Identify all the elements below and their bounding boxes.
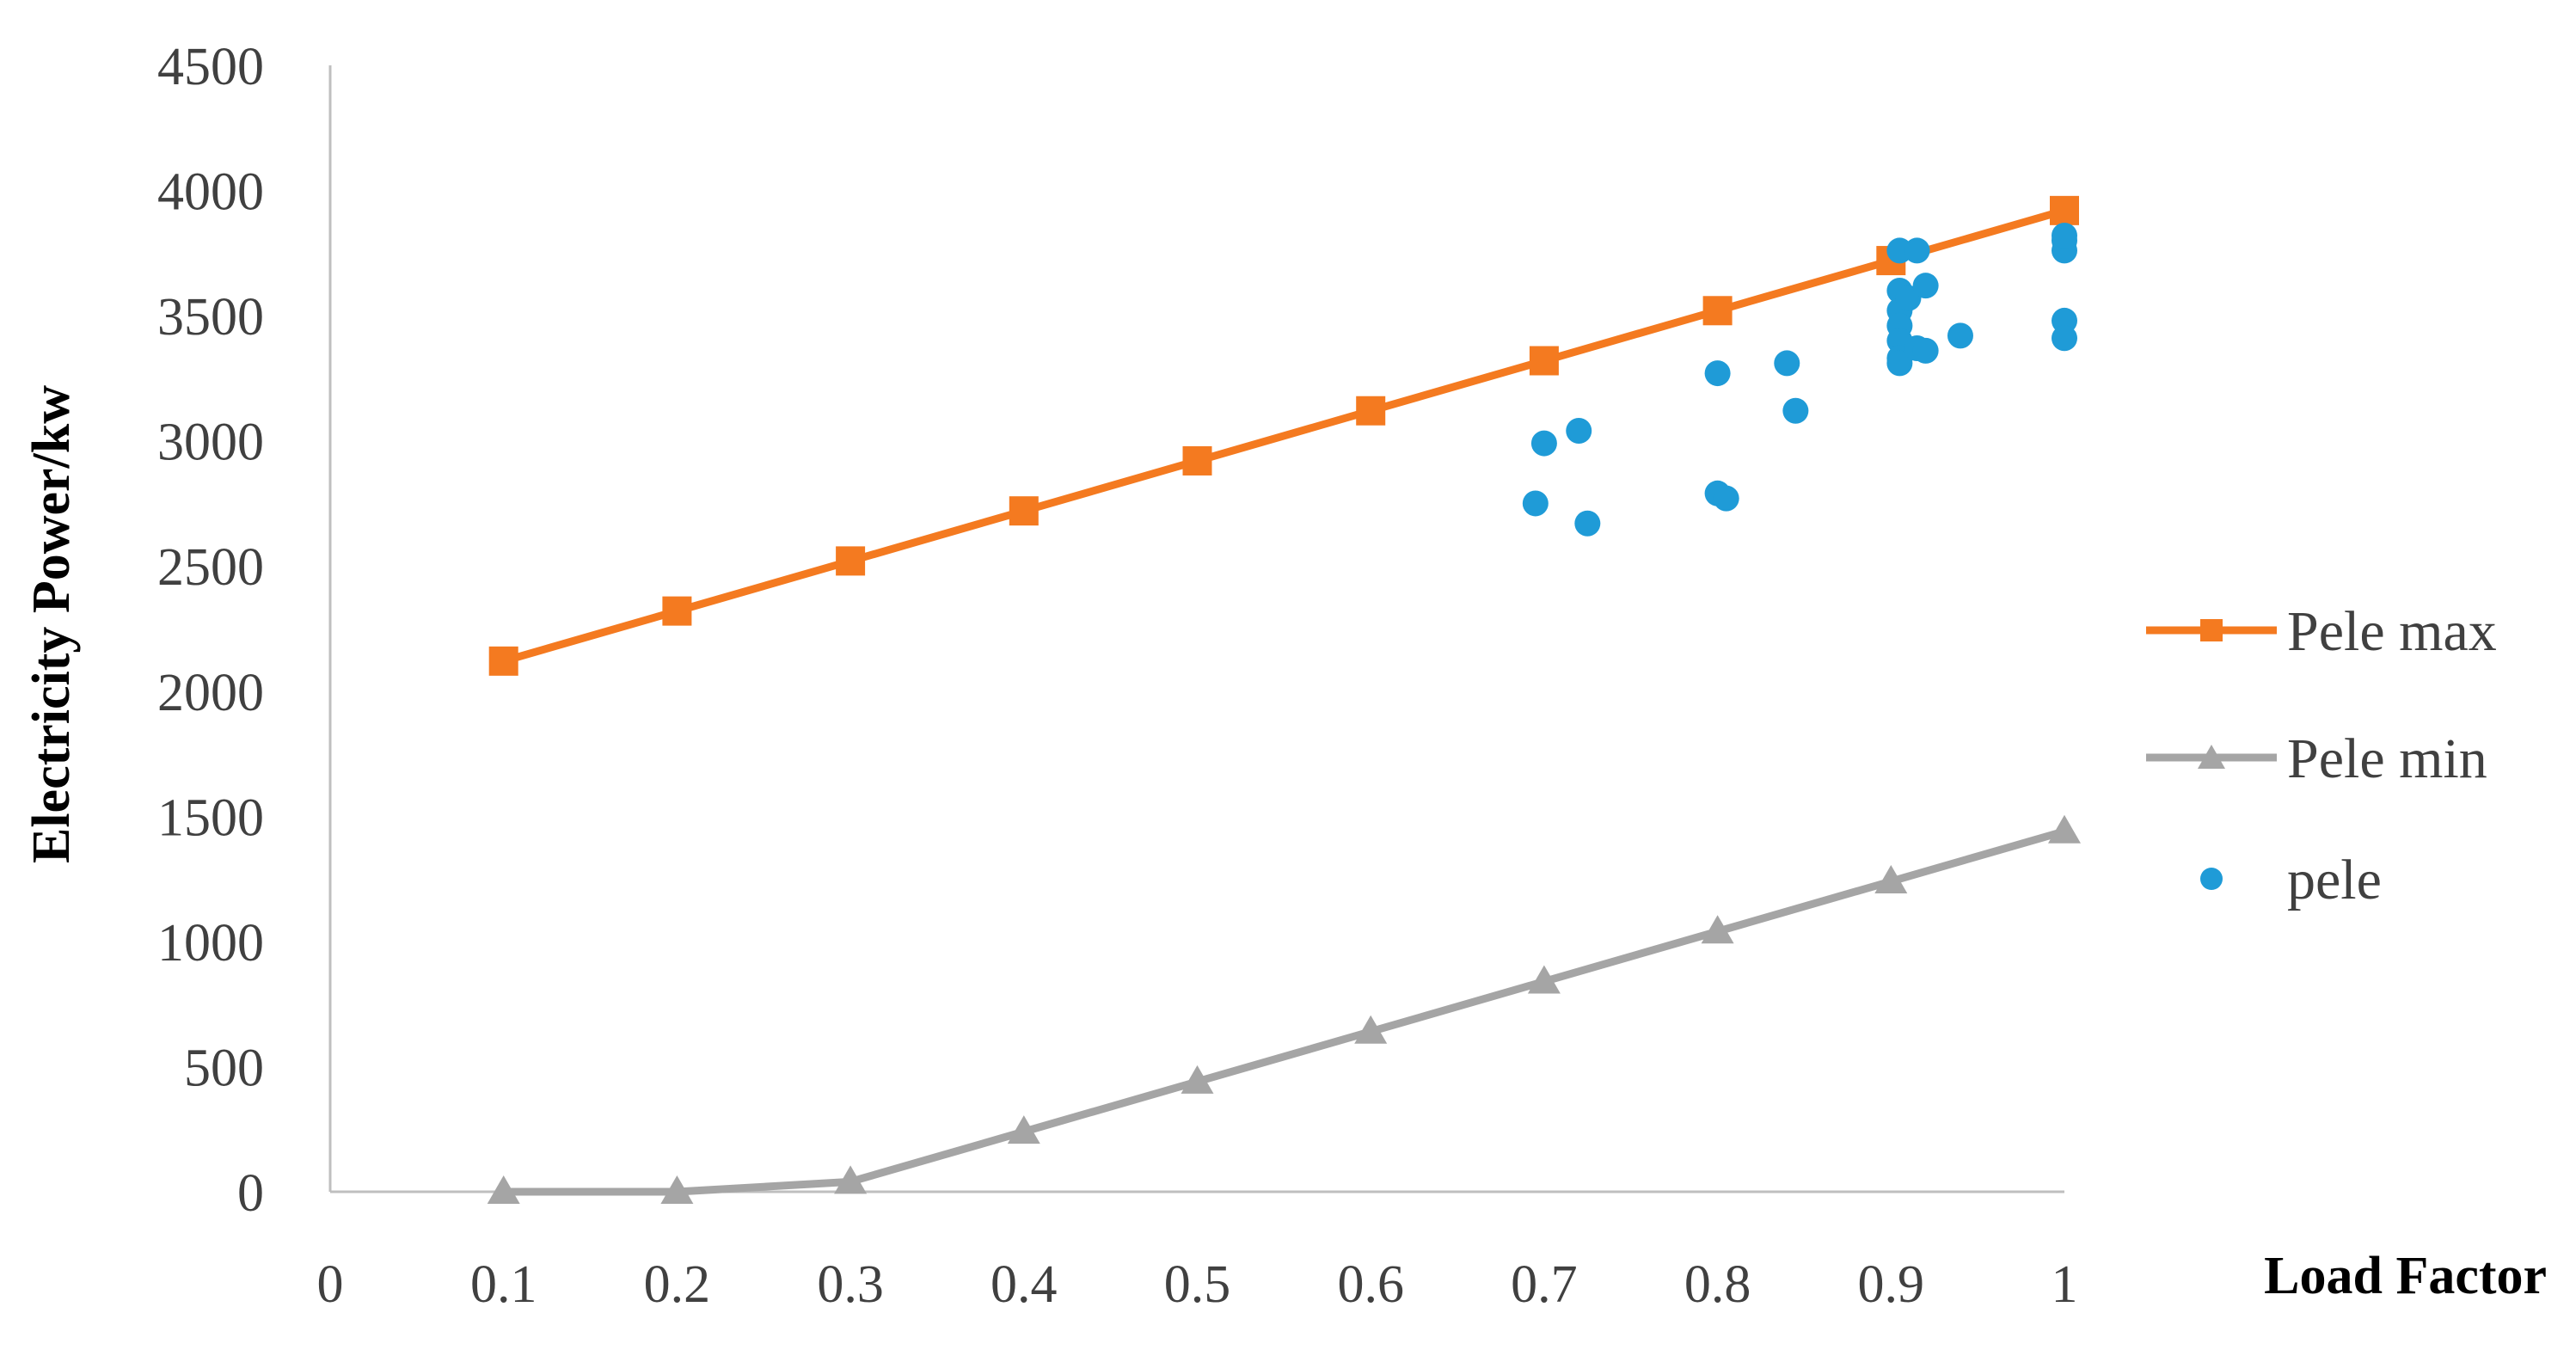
- data-point-pele-max: [1009, 496, 1039, 526]
- series-pele-min: [487, 814, 2081, 1204]
- data-point-pele-max: [662, 596, 692, 626]
- data-point-pele-max: [2050, 195, 2079, 225]
- legend-marker-pele: [2200, 868, 2223, 890]
- legend: Pele max Pele min pele: [2146, 600, 2497, 911]
- data-point-pele-min: [1354, 1015, 1388, 1044]
- legend-item-pele-max: Pele max: [2146, 600, 2497, 663]
- data-point-pele-min: [2048, 814, 2081, 844]
- legend-marker-pele-min: [2198, 745, 2225, 769]
- y-axis-title: Electricity Power/kw: [22, 385, 81, 863]
- y-tick-label: 0: [237, 1164, 264, 1223]
- y-tick-label: 500: [184, 1039, 264, 1097]
- x-tick-label: 0.6: [1337, 1255, 1404, 1314]
- x-tick-label: 0.1: [470, 1255, 537, 1314]
- y-tick-label: 2500: [157, 538, 264, 597]
- plot-area: [487, 195, 2081, 1204]
- x-tick-label: 1: [2052, 1255, 2078, 1314]
- x-tick-label: 0.3: [817, 1255, 884, 1314]
- y-tick-labels: 0 500 1000 1500 2000 2500 3000 3500 4000 4500: [157, 38, 264, 1223]
- data-point-pele-max: [1529, 346, 1559, 376]
- y-tick-label: 3500: [157, 288, 264, 347]
- data-point-pele: [1530, 430, 1557, 457]
- data-point-pele-min: [1181, 1065, 1214, 1094]
- data-point-pele-min: [1007, 1115, 1040, 1144]
- x-tick-labels: 0 0.1 0.2 0.3 0.4 0.5 0.6 0.7 0.8 0.9 1: [317, 1255, 2078, 1314]
- data-point-pele: [1522, 490, 1549, 517]
- series-pele-max: [488, 195, 2079, 676]
- data-point-pele-min: [834, 1165, 868, 1194]
- legend-marker-pele-max: [2200, 619, 2223, 641]
- x-tick-label: 0.7: [1511, 1255, 1578, 1314]
- data-point-pele: [1574, 510, 1601, 537]
- legend-item-pele-min: Pele min: [2146, 727, 2487, 790]
- data-point-pele-max: [1356, 396, 1386, 426]
- series-line-pele-min: [503, 827, 2066, 1196]
- series-pele: [1522, 222, 2077, 537]
- x-tick-label: 0.2: [644, 1255, 711, 1314]
- data-point-pele: [1886, 350, 1913, 377]
- data-point-pele: [1566, 418, 1592, 445]
- data-point-pele-min: [487, 1175, 520, 1204]
- data-point-pele-max: [488, 646, 518, 676]
- data-point-pele: [2052, 325, 2077, 352]
- x-tick-label: 0: [317, 1255, 344, 1314]
- legend-label-pele-min: Pele min: [2287, 727, 2487, 790]
- y-tick-label: 1000: [157, 914, 264, 973]
- legend-item-pele: pele: [2200, 849, 2382, 911]
- data-point-pele: [1774, 350, 1800, 377]
- y-tick-label: 3000: [157, 414, 264, 472]
- data-point-pele-min: [1701, 915, 1734, 944]
- x-tick-label: 0.9: [1858, 1255, 1925, 1314]
- y-tick-label: 4500: [157, 38, 264, 96]
- data-point-pele: [2052, 222, 2077, 248]
- data-point-pele: [1704, 360, 1731, 387]
- y-tick-label: 1500: [157, 788, 264, 847]
- data-point-pele-max: [836, 546, 866, 576]
- data-point-pele: [1912, 337, 1939, 364]
- data-point-pele-max: [1182, 445, 1212, 476]
- x-tick-label: 0.4: [991, 1255, 1058, 1314]
- legend-label-pele-max: Pele max: [2287, 600, 2497, 663]
- y-tick-label: 2000: [157, 664, 264, 722]
- data-point-pele: [1713, 485, 1739, 512]
- data-point-pele: [1947, 322, 1973, 349]
- x-tick-label: 0.8: [1684, 1255, 1751, 1314]
- data-point-pele: [1782, 397, 1809, 424]
- x-axis-title: Load Factor: [2264, 1247, 2547, 1305]
- series-line-pele-max: [502, 206, 2066, 666]
- data-point-pele-min: [1874, 865, 1908, 894]
- data-point-pele-max: [1702, 296, 1733, 326]
- data-point-pele: [1904, 237, 1930, 264]
- y-tick-label: 4000: [157, 163, 264, 222]
- data-point-pele-min: [660, 1175, 694, 1204]
- data-point-pele: [1912, 273, 1939, 299]
- data-point-pele-min: [1527, 965, 1561, 994]
- legend-label-pele: pele: [2287, 849, 2382, 911]
- x-tick-label: 0.5: [1164, 1255, 1231, 1314]
